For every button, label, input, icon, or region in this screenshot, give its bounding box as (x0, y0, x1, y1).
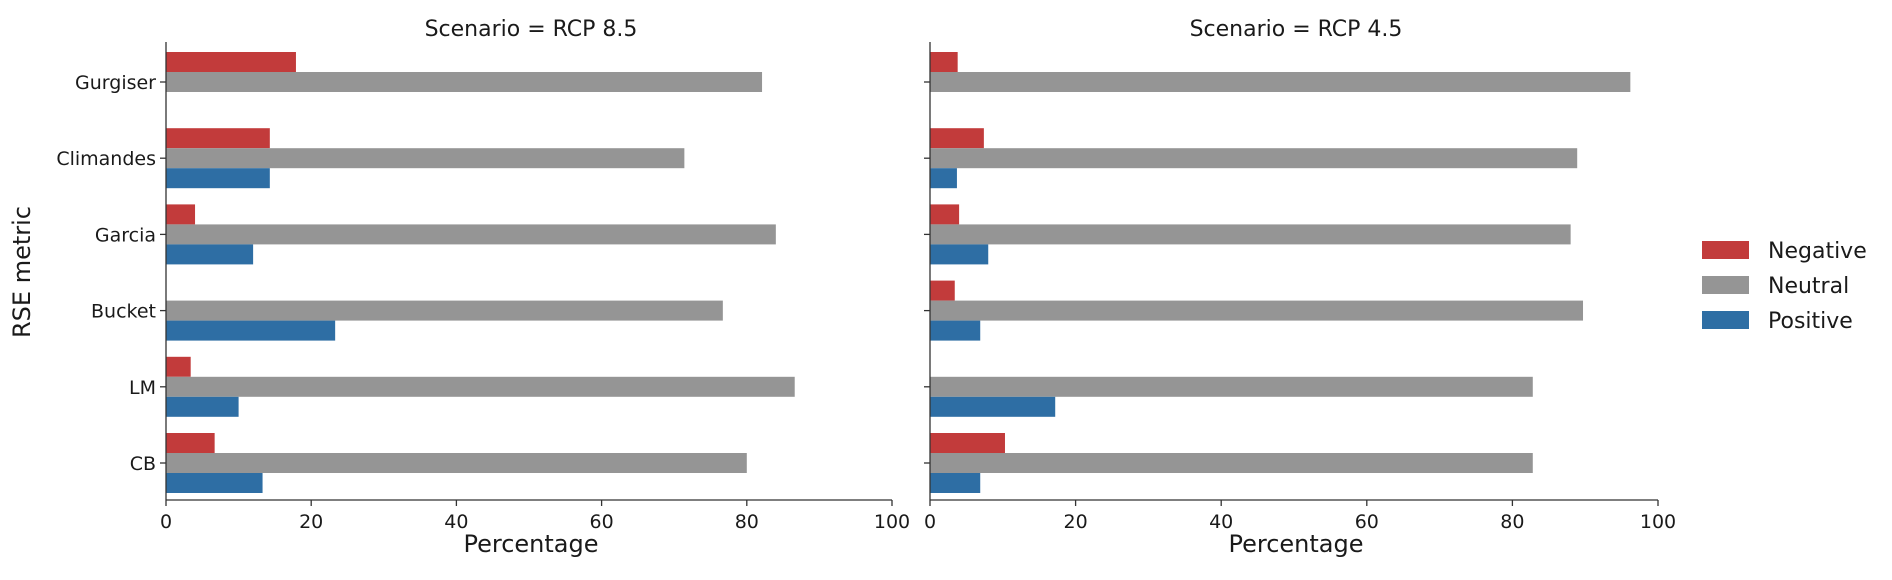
bar-neutral-climandes (166, 148, 685, 169)
bar-positive-cb (166, 473, 263, 493)
bar-negative-bucket (930, 280, 955, 301)
x-tick-label: 0 (924, 511, 936, 533)
bar-negative-climandes (166, 128, 270, 149)
bar-negative-cb (930, 433, 1005, 453)
bar-positive-garcia (930, 244, 989, 265)
x-axis-label: Percentage (1228, 530, 1363, 558)
legend-swatch-positive (1702, 311, 1749, 329)
x-tick-label: 20 (1064, 511, 1088, 533)
y-tick-label-bucket: Bucket (91, 301, 156, 323)
panel-title: Scenario = RCP 4.5 (1190, 17, 1403, 42)
x-axis-label: Percentage (463, 530, 598, 558)
legend-label-neutral: Neutral (1768, 274, 1849, 299)
bar-negative-gurgiser (930, 52, 958, 72)
x-tick-label: 20 (299, 511, 323, 533)
bar-neutral-gurgiser (166, 72, 763, 92)
y-tick-label-lm: LM (129, 377, 156, 399)
y-tick-label-gurgiser: Gurgiser (75, 72, 156, 94)
bar-neutral-garcia (930, 224, 1571, 245)
bar-positive-lm (930, 396, 1056, 417)
bar-positive-garcia (166, 244, 254, 265)
legend-label-positive: Positive (1768, 309, 1853, 334)
legend: Negative Neutral Positive (1702, 239, 1867, 334)
bar-neutral-gurgiser (930, 72, 1631, 92)
bar-positive-bucket (166, 320, 336, 341)
bar-positive-bucket (930, 320, 981, 341)
bar-positive-cb (930, 473, 981, 493)
x-tick-label: 80 (735, 511, 759, 533)
panel-title: Scenario = RCP 8.5 (425, 17, 638, 42)
x-tick-label: 100 (874, 511, 910, 533)
legend-label-negative: Negative (1768, 239, 1867, 264)
x-tick-label: 100 (1640, 511, 1676, 533)
bar-positive-climandes (930, 168, 957, 189)
legend-swatch-negative (1702, 241, 1749, 259)
bar-neutral-cb (166, 453, 747, 473)
bar-neutral-garcia (166, 224, 776, 245)
x-tick-label: 40 (444, 511, 468, 533)
legend-swatch-neutral (1702, 276, 1749, 294)
panel-rcp45: Scenario = RCP 4.5 Percentage 0 20 40 60 80 1… (924, 17, 1676, 558)
bar-negative-garcia (166, 204, 196, 225)
x-tick-label: 40 (1209, 511, 1233, 533)
bar-neutral-bucket (166, 300, 723, 321)
panel-rcp85: Scenario = RCP 8.5 Percentage 0 20 40 60 80 1… (56, 17, 910, 558)
y-tick-label-climandes: Climandes (56, 148, 156, 170)
bar-neutral-cb (930, 453, 1533, 473)
bar-negative-lm (166, 356, 191, 377)
bar-neutral-lm (930, 376, 1533, 397)
bar-negative-gurgiser (166, 52, 296, 72)
y-axis-label: RSE metric (8, 206, 36, 338)
bar-neutral-bucket (930, 300, 1584, 321)
bar-neutral-climandes (930, 148, 1578, 169)
x-tick-label: 80 (1500, 511, 1524, 533)
bar-negative-garcia (930, 204, 960, 225)
bar-negative-climandes (930, 128, 984, 149)
x-tick-label: 60 (1355, 511, 1379, 533)
bar-negative-cb (166, 433, 215, 453)
x-tick-label: 60 (590, 511, 614, 533)
bar-positive-climandes (166, 168, 270, 189)
bar-neutral-lm (166, 376, 795, 397)
x-tick-label: 0 (160, 511, 172, 533)
bar-positive-lm (166, 396, 239, 417)
y-tick-label-cb: CB (130, 453, 156, 475)
y-tick-label-garcia: Garcia (95, 224, 156, 246)
